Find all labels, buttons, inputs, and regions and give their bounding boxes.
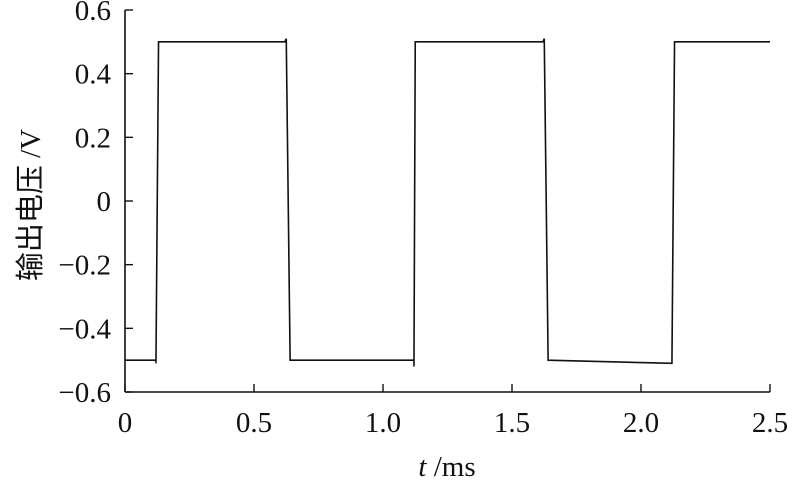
x-tick-label: 1.5	[494, 407, 530, 439]
y-axis-label: 输出电压 /V	[14, 129, 47, 281]
y-tick-label: 0	[97, 186, 112, 218]
y-tick-label: 0.4	[75, 59, 112, 91]
x-tick-label: 2.0	[623, 407, 659, 439]
x-tick-label: 1.0	[365, 407, 401, 439]
y-tick-label: −0.2	[58, 250, 111, 282]
x-tick-label: 0.5	[236, 407, 272, 439]
y-tick-label: −0.6	[58, 377, 111, 409]
y-tick-label: 0.6	[75, 0, 111, 27]
output-voltage-line	[125, 38, 770, 367]
x-tick-label: 2.5	[752, 407, 788, 439]
tick-marks	[124, 9, 771, 393]
tick-labels: 0.60.40.20−0.2−0.4−0.60 0.5 1.0 1.5 2.0 2.5	[58, 0, 788, 439]
series-group	[125, 38, 770, 367]
x-tick-label: 0	[118, 407, 133, 439]
x-axis-label-unit: /ms	[426, 451, 475, 483]
y-tick-label: −0.4	[58, 313, 111, 345]
y-tick-label: 0.2	[75, 122, 111, 154]
x-axis-label: t /ms	[418, 451, 475, 483]
x-axis-label-variable: t	[418, 451, 427, 483]
